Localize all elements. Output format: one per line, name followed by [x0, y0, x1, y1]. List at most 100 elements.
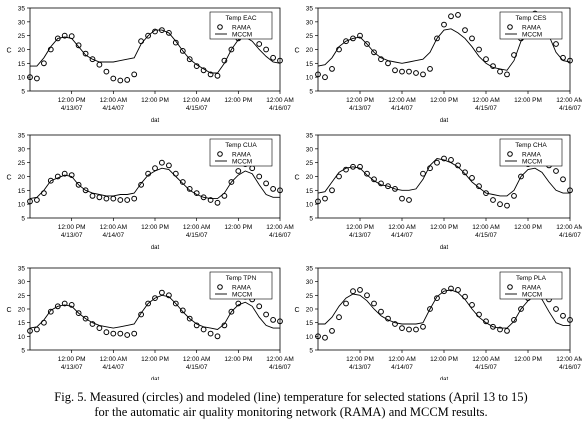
rama-point [117, 330, 124, 337]
rama-point [68, 302, 75, 308]
rama-point [138, 38, 145, 45]
x-tick-label-time: 12:00 AM [183, 97, 210, 104]
rama-point [553, 41, 559, 47]
x-tick-label-time: 12:00 PM [58, 356, 86, 363]
legend-mccm-label: MCCM [522, 32, 542, 39]
x-tick-label-date: 4/13/07 [61, 232, 83, 239]
rama-point [357, 163, 363, 170]
rama-point [448, 13, 454, 20]
x-tick-label-date: 4/14/07 [102, 232, 124, 239]
rama-point [413, 70, 419, 76]
rama-point [483, 56, 489, 63]
y-tick-label: 25 [306, 160, 314, 167]
rama-point [350, 35, 356, 42]
rama-point [110, 75, 117, 82]
rama-point [518, 173, 524, 180]
rama-point [343, 38, 349, 45]
rama-point [469, 175, 475, 181]
rama-point [364, 292, 370, 299]
x-tick-label-date: 4/13/07 [61, 364, 83, 371]
rama-point [214, 72, 221, 79]
rama-point [138, 181, 145, 188]
rama-point [179, 307, 186, 314]
x-tick-label-date: 4/16/07 [269, 232, 291, 239]
rama-point [277, 187, 283, 194]
rama-point [399, 68, 405, 75]
rama-point [420, 323, 426, 330]
rama-point [131, 330, 138, 337]
rama-point [207, 71, 214, 78]
y-tick-label: 30 [18, 279, 26, 286]
rama-point [89, 193, 96, 199]
x-tick-label-date: 4/16/07 [269, 364, 291, 371]
legend-rama-marker [217, 24, 223, 30]
x-tick-label-date: 4/13/07 [61, 105, 83, 112]
rama-point [350, 163, 356, 170]
y-tick-label: 15 [306, 320, 314, 327]
rama-point [357, 287, 363, 293]
x-tick-label-date: 4/16/07 [559, 105, 581, 112]
rama-point [270, 186, 277, 192]
legend-rama-label: RAMA [522, 285, 541, 292]
rama-point [124, 332, 131, 338]
legend-title: Temp CUA [225, 142, 257, 149]
rama-point [166, 30, 172, 36]
x-tick-label-date: 4/16/07 [559, 364, 581, 371]
y-tick-label: 20 [18, 307, 26, 314]
rama-point [392, 186, 398, 192]
rama-point [103, 195, 110, 202]
rama-point [427, 66, 433, 72]
legend-box [499, 138, 563, 167]
rama-point [256, 303, 263, 310]
rama-point [34, 75, 40, 82]
y-tick-label: 5 [21, 216, 25, 223]
rama-point [277, 318, 283, 325]
x-axis-label: dat [440, 245, 449, 251]
rama-point [476, 311, 482, 318]
rama-point [567, 317, 573, 323]
rama-point [511, 317, 517, 323]
rama-point [249, 165, 256, 172]
series-mccm-line [29, 294, 280, 330]
y-tick-label: 35 [18, 6, 26, 13]
x-tick-label-date: 4/14/07 [391, 232, 413, 239]
rama-point [179, 179, 186, 185]
x-tick-label-date: 4/15/07 [475, 105, 497, 112]
legend-box [209, 11, 273, 40]
rama-point [560, 54, 566, 61]
legend-rama-label: RAMA [522, 25, 541, 32]
y-tick-label: 35 [18, 133, 26, 140]
y-tick-label: 20 [18, 174, 26, 181]
rama-point [329, 187, 335, 194]
rama-point [228, 46, 235, 53]
rama-point [357, 32, 363, 39]
rama-point [560, 176, 566, 183]
rama-point [553, 168, 559, 174]
rama-point [476, 46, 482, 53]
legend-box [209, 138, 273, 167]
rama-point [263, 311, 270, 318]
y-axis-label: C [294, 175, 299, 182]
x-tick-label-date: 4/14/07 [391, 105, 413, 112]
rama-point [214, 333, 221, 340]
y-tick-label: 30 [18, 146, 26, 153]
rama-point [392, 321, 398, 327]
rama-point [364, 41, 370, 47]
y-tick-label: 30 [18, 19, 26, 26]
rama-point [186, 315, 193, 322]
x-tick-label-time: 12:00 AM [388, 224, 415, 231]
rama-point [110, 195, 117, 202]
x-tick-label-time: 12:00 AM [100, 356, 127, 363]
x-axis-label: dat [151, 377, 160, 380]
rama-point [166, 162, 172, 169]
rama-point [131, 71, 138, 78]
rama-point [145, 300, 152, 307]
legend-mccm-label: MCCM [522, 292, 542, 299]
rama-point [270, 54, 277, 61]
x-tick-label-time: 12:00 AM [183, 356, 210, 363]
y-tick-label: 15 [18, 61, 26, 68]
y-tick-label: 20 [18, 47, 26, 54]
